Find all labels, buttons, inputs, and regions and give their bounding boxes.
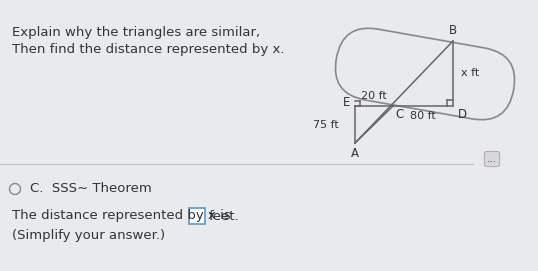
- Text: B: B: [449, 24, 457, 37]
- Text: 20 ft: 20 ft: [361, 91, 387, 101]
- Text: The distance represented by x is: The distance represented by x is: [12, 209, 231, 222]
- Text: 80 ft: 80 ft: [410, 111, 436, 121]
- Text: C.  SSS∼ Theorem: C. SSS∼ Theorem: [30, 182, 152, 195]
- Text: A: A: [351, 147, 359, 160]
- Bar: [189, 208, 204, 224]
- Text: ...: ...: [487, 154, 497, 164]
- Text: feet.: feet.: [209, 209, 239, 222]
- Text: D: D: [458, 108, 467, 121]
- Circle shape: [10, 183, 20, 195]
- Text: Then find the distance represented by x.: Then find the distance represented by x.: [12, 43, 285, 56]
- Text: (Simplify your answer.): (Simplify your answer.): [12, 230, 165, 243]
- Text: 75 ft: 75 ft: [313, 120, 339, 130]
- Text: E: E: [343, 96, 350, 109]
- Text: C: C: [395, 108, 404, 121]
- Text: Explain why the triangles are similar,: Explain why the triangles are similar,: [12, 26, 260, 39]
- Text: x ft: x ft: [461, 69, 479, 79]
